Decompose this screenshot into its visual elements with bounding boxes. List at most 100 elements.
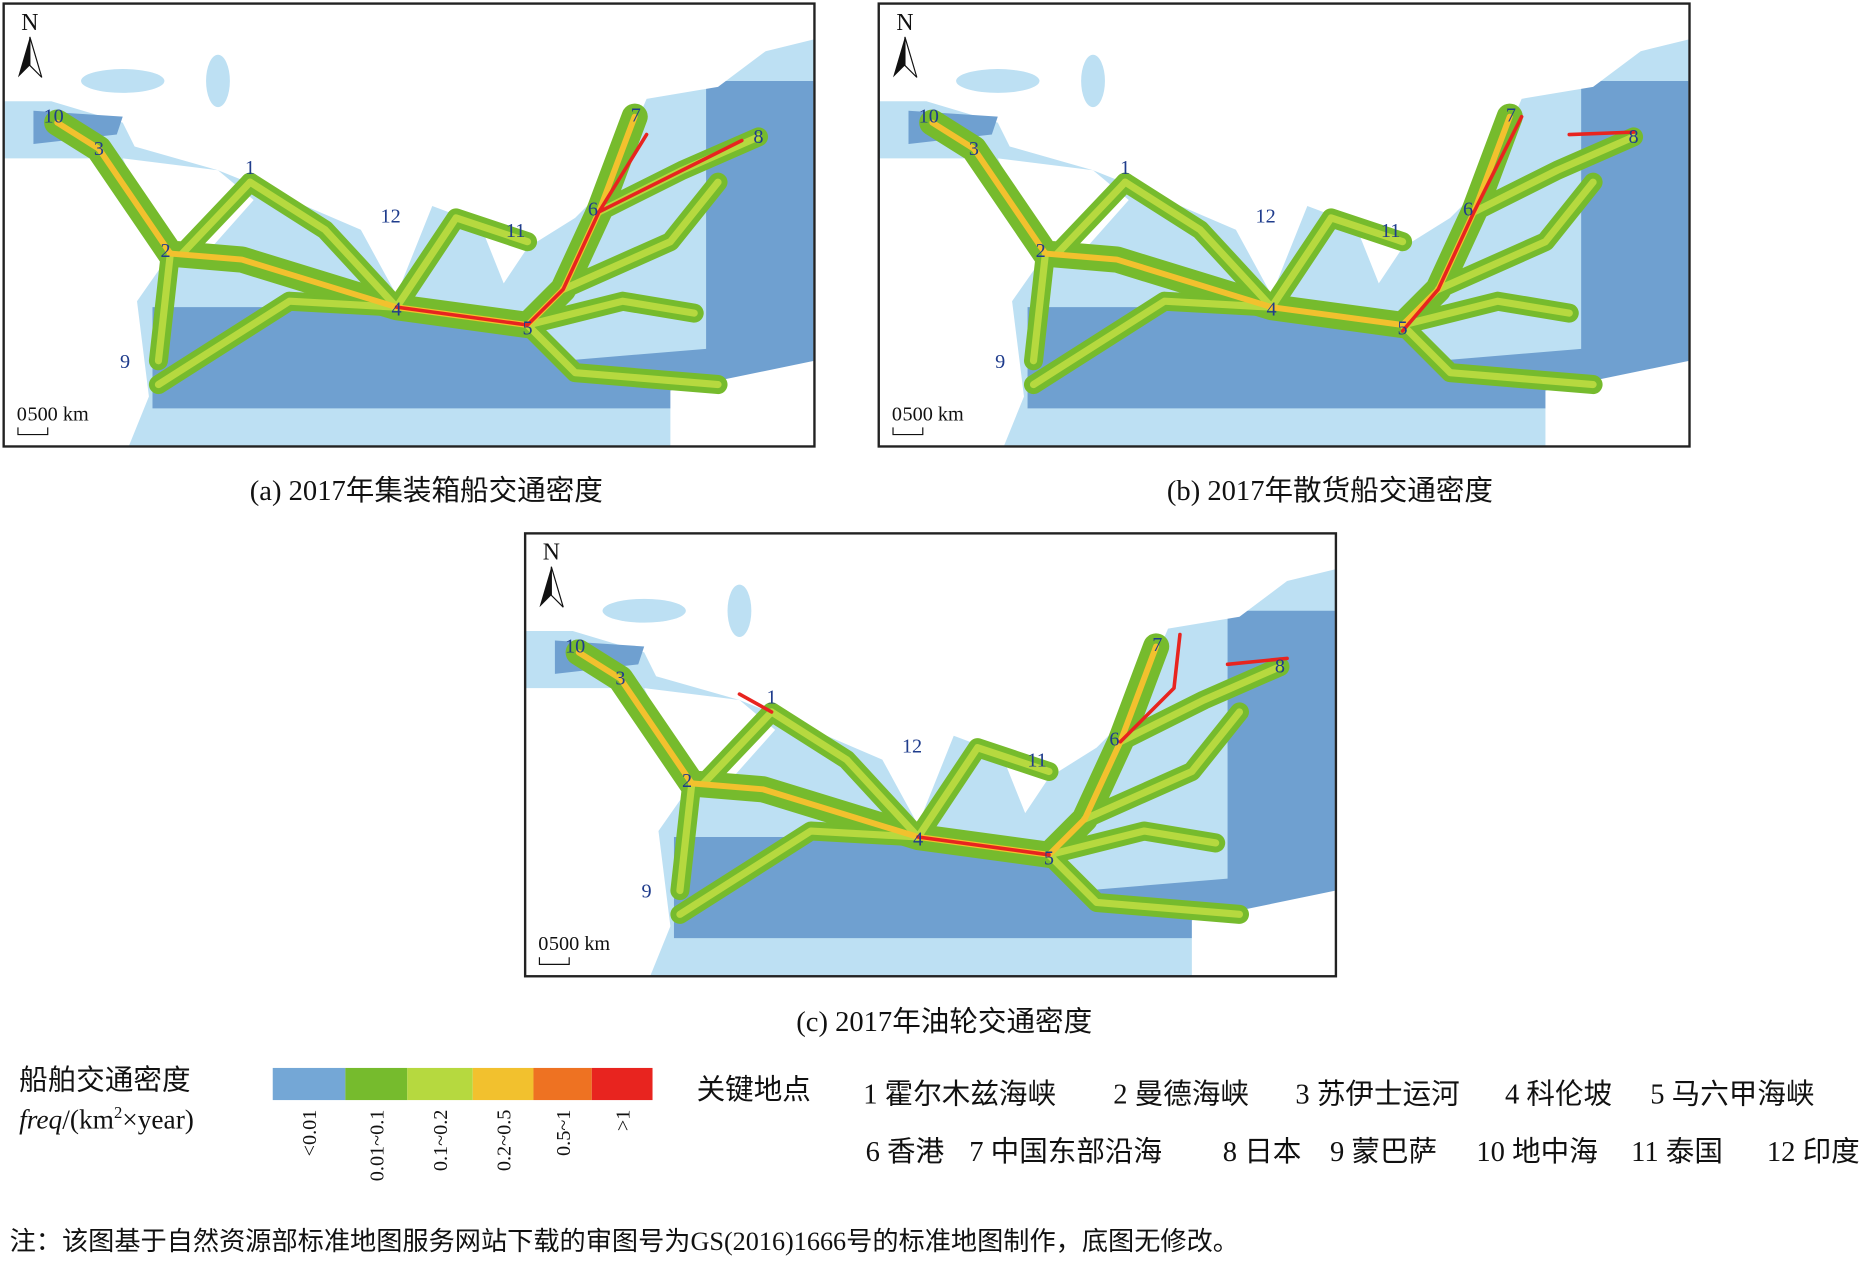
scale-bar <box>538 957 570 965</box>
route <box>1399 321 1597 389</box>
route <box>1470 133 1638 216</box>
land <box>644 688 776 790</box>
place-label: 8 <box>1275 656 1285 678</box>
place-label: 1 <box>1120 157 1130 179</box>
place-label: 12 <box>380 206 400 228</box>
legend-swatch <box>272 1067 346 1101</box>
legend-label: 0.2~0.5 <box>493 1110 515 1172</box>
legend-label: >1 <box>612 1110 634 1132</box>
place-label: 9 <box>642 881 652 903</box>
place-label: 2 <box>1036 240 1046 262</box>
north-label: N <box>896 10 913 36</box>
north-label: N <box>21 10 38 36</box>
legend-title: 船舶交通密度 <box>19 1064 190 1096</box>
place-label: 10 <box>565 635 585 657</box>
land <box>3 158 171 447</box>
place-label: 2 <box>161 240 171 262</box>
key-place: 11 泰国 <box>1631 1136 1723 1168</box>
panel-frame <box>2 2 816 448</box>
open-ocean <box>152 80 814 409</box>
legend-label: 0.1~0.2 <box>430 1110 452 1172</box>
key-place: 3 苏伊士运河 <box>1295 1079 1459 1111</box>
route <box>1268 214 1407 311</box>
scale-label: 500 km <box>903 403 964 425</box>
key-place: 2 曼德海峡 <box>1113 1079 1249 1111</box>
route <box>1567 130 1636 137</box>
route <box>523 297 698 329</box>
route <box>246 178 401 311</box>
panel-caption: (a) 2017年集装箱船交通密度 <box>250 475 603 507</box>
legend-swatch <box>533 1067 592 1101</box>
place-label: 10 <box>44 106 64 128</box>
legend-label: 0.01~0.1 <box>366 1110 388 1182</box>
route <box>1045 827 1220 859</box>
sea <box>81 69 165 93</box>
legend-swatch <box>591 1067 653 1101</box>
sea <box>727 584 752 637</box>
key-places-title: 关键地点 <box>697 1074 811 1106</box>
place-label: 6 <box>1463 198 1473 220</box>
land <box>122 158 254 260</box>
land <box>525 688 692 977</box>
key-place: 9 蒙巴萨 <box>1330 1136 1437 1168</box>
unit-part: freq <box>19 1105 62 1135</box>
place-label: 1 <box>245 157 255 179</box>
scale-label: 500 km <box>549 933 610 955</box>
place-label: 9 <box>120 351 130 373</box>
route <box>1029 297 1276 389</box>
route <box>1118 632 1182 744</box>
scale-label: 500 km <box>27 403 88 425</box>
open-ocean <box>1027 80 1689 409</box>
place-label: 2 <box>682 770 692 792</box>
scale-zero: 0 <box>17 403 27 425</box>
place-label: 4 <box>392 299 402 321</box>
sea <box>602 598 686 623</box>
route <box>178 178 254 258</box>
land <box>670 360 815 447</box>
place-label: 4 <box>1267 299 1277 321</box>
panel-caption: (c) 2017年油轮交通密度 <box>796 1006 1092 1038</box>
route <box>1399 297 1573 329</box>
route <box>154 297 401 389</box>
route <box>914 744 1053 841</box>
place-label: 5 <box>1398 318 1408 340</box>
route <box>559 178 722 293</box>
route <box>1053 178 1129 258</box>
place-label: 5 <box>522 318 532 340</box>
place-label: 7 <box>1152 634 1162 656</box>
route <box>916 835 1051 857</box>
legend-label: 0.5~1 <box>553 1110 575 1156</box>
north-arrow <box>29 36 43 78</box>
key-place: 4 科伦坡 <box>1505 1079 1612 1111</box>
route <box>597 138 744 214</box>
legend-unit: freq/(km2×year) <box>19 1103 194 1135</box>
place-label: 7 <box>1506 104 1516 126</box>
route <box>154 250 174 365</box>
route <box>1434 178 1597 293</box>
note: 注：该图基于自然资源部标准地图服务网站下载的审图号为GS(2016)1666号的… <box>10 1227 1239 1256</box>
north-arrow <box>893 36 905 78</box>
route <box>676 827 922 918</box>
land <box>1191 890 1336 977</box>
unit-part: /(km <box>62 1105 114 1135</box>
scale-bar <box>17 427 49 436</box>
north-arrow <box>17 36 30 78</box>
key-place: 12 印度 <box>1767 1136 1860 1168</box>
north-arrow <box>550 566 564 608</box>
place-label: 11 <box>1027 750 1046 772</box>
place-label: 1 <box>767 687 777 709</box>
north-arrow <box>904 36 918 78</box>
sea <box>206 54 230 108</box>
land <box>878 158 1046 447</box>
route <box>1029 250 1049 365</box>
key-place: 5 马六甲海峡 <box>1650 1079 1814 1111</box>
legend-swatch <box>407 1067 473 1101</box>
land <box>1545 360 1690 447</box>
sea <box>956 69 1040 93</box>
unit-part: ×year) <box>122 1105 194 1135</box>
route <box>1225 656 1289 667</box>
key-place: 1 霍尔木兹海峡 <box>863 1079 1056 1111</box>
panel-frame <box>877 2 1691 448</box>
